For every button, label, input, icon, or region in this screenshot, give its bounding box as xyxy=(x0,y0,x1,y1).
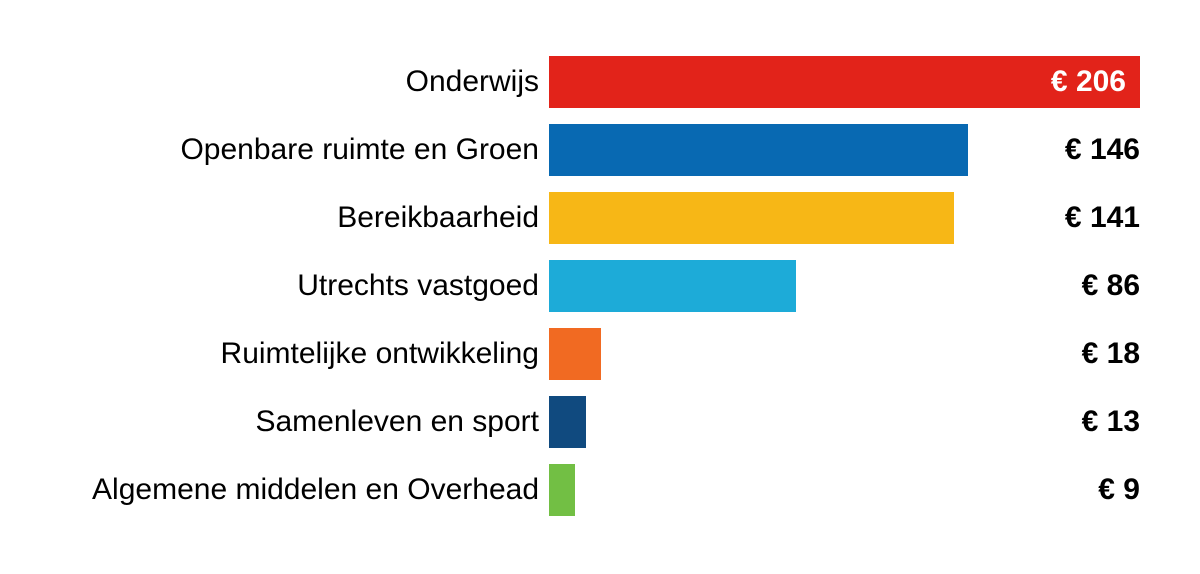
bar-label: Onderwijs xyxy=(60,65,549,99)
bar-value: € 9 xyxy=(1098,473,1140,507)
bar-label: Samenleven en sport xyxy=(60,405,549,439)
bar-fill xyxy=(549,464,575,516)
bar-label: Openbare ruimte en Groen xyxy=(60,133,549,167)
bar-track: € 18 xyxy=(549,328,1140,380)
budget-bar-chart: Onderwijs € 206 Openbare ruimte en Groen… xyxy=(0,0,1200,574)
bar-value: € 206 xyxy=(1051,65,1126,99)
bar-row: Openbare ruimte en Groen € 146 xyxy=(60,116,1140,184)
bar-fill xyxy=(549,396,586,448)
bar-fill xyxy=(549,124,968,176)
bar-row: Utrechts vastgoed € 86 xyxy=(60,252,1140,320)
bar-row: Onderwijs € 206 xyxy=(60,48,1140,116)
bar-value: € 86 xyxy=(1082,269,1140,303)
bar-label: Ruimtelijke ontwikkeling xyxy=(60,337,549,371)
bar-row: Ruimtelijke ontwikkeling € 18 xyxy=(60,320,1140,388)
bar-track: € 86 xyxy=(549,260,1140,312)
bar-track: € 146 xyxy=(549,124,1140,176)
bar-track: € 206 xyxy=(549,56,1140,108)
bar-row: Algemene middelen en Overhead € 9 xyxy=(60,456,1140,524)
bar-value: € 141 xyxy=(1065,201,1140,235)
bar-fill xyxy=(549,328,601,380)
bar-track: € 13 xyxy=(549,396,1140,448)
bar-label: Utrechts vastgoed xyxy=(60,269,549,303)
bar-value: € 13 xyxy=(1082,405,1140,439)
bar-fill xyxy=(549,192,954,244)
bar-track: € 9 xyxy=(549,464,1140,516)
bar-value: € 146 xyxy=(1065,133,1140,167)
bar-track: € 141 xyxy=(549,192,1140,244)
bar-row: Bereikbaarheid € 141 xyxy=(60,184,1140,252)
bar-label: Bereikbaarheid xyxy=(60,201,549,235)
bar-fill xyxy=(549,260,796,312)
bar-label: Algemene middelen en Overhead xyxy=(60,473,549,507)
bar-row: Samenleven en sport € 13 xyxy=(60,388,1140,456)
bar-value: € 18 xyxy=(1082,337,1140,371)
